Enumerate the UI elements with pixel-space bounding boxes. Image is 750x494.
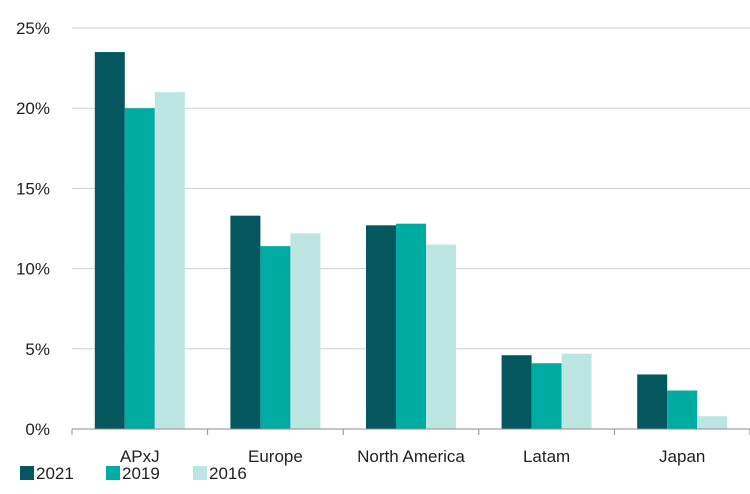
bar-2021-latam <box>501 355 532 429</box>
bar-2019-latam <box>531 363 562 429</box>
legend-swatch-2021 <box>20 466 34 480</box>
bar-2021-apxj <box>94 52 125 430</box>
y-tick-label: 10% <box>16 260 50 279</box>
x-tick-label: Europe <box>248 447 303 466</box>
bars <box>94 52 728 430</box>
bar-2016-north-america <box>426 244 456 429</box>
bar-2016-apxj <box>154 92 185 429</box>
bar-2019-japan <box>667 390 698 429</box>
y-tick-label: 20% <box>16 99 50 118</box>
legend-label-2019: 2019 <box>122 464 160 483</box>
legend-swatch-2019 <box>106 466 120 480</box>
axes: 0% 5% 10% 15% 20% 25% APxJ Europe North America L… <box>16 19 750 466</box>
x-tick-label: APxJ <box>120 447 160 466</box>
gridlines <box>72 27 750 350</box>
bar-2016-latam <box>561 353 592 429</box>
bar-2019-north-america <box>396 223 426 429</box>
bar-2019-apxj <box>124 108 155 429</box>
x-tick-label: North America <box>357 447 465 466</box>
x-tick-label: Latam <box>523 447 570 466</box>
y-tick-label: 25% <box>16 19 50 38</box>
bar-2021-japan <box>637 374 668 429</box>
bar-2019-europe <box>260 246 291 429</box>
legend: 2021 2019 2016 <box>20 464 247 483</box>
bar-2016-europe <box>290 233 321 429</box>
x-tick-label: Japan <box>659 447 705 466</box>
bar-2016-japan <box>697 416 728 429</box>
bar-2021-europe <box>230 215 261 429</box>
legend-swatch-2016 <box>193 466 207 480</box>
y-tick-label: 15% <box>16 179 50 198</box>
y-tick-label: 5% <box>25 340 50 359</box>
bar-2021-north-america <box>366 225 396 429</box>
y-tick-label: 0% <box>25 420 50 439</box>
legend-label-2021: 2021 <box>36 464 74 483</box>
legend-label-2016: 2016 <box>209 464 247 483</box>
